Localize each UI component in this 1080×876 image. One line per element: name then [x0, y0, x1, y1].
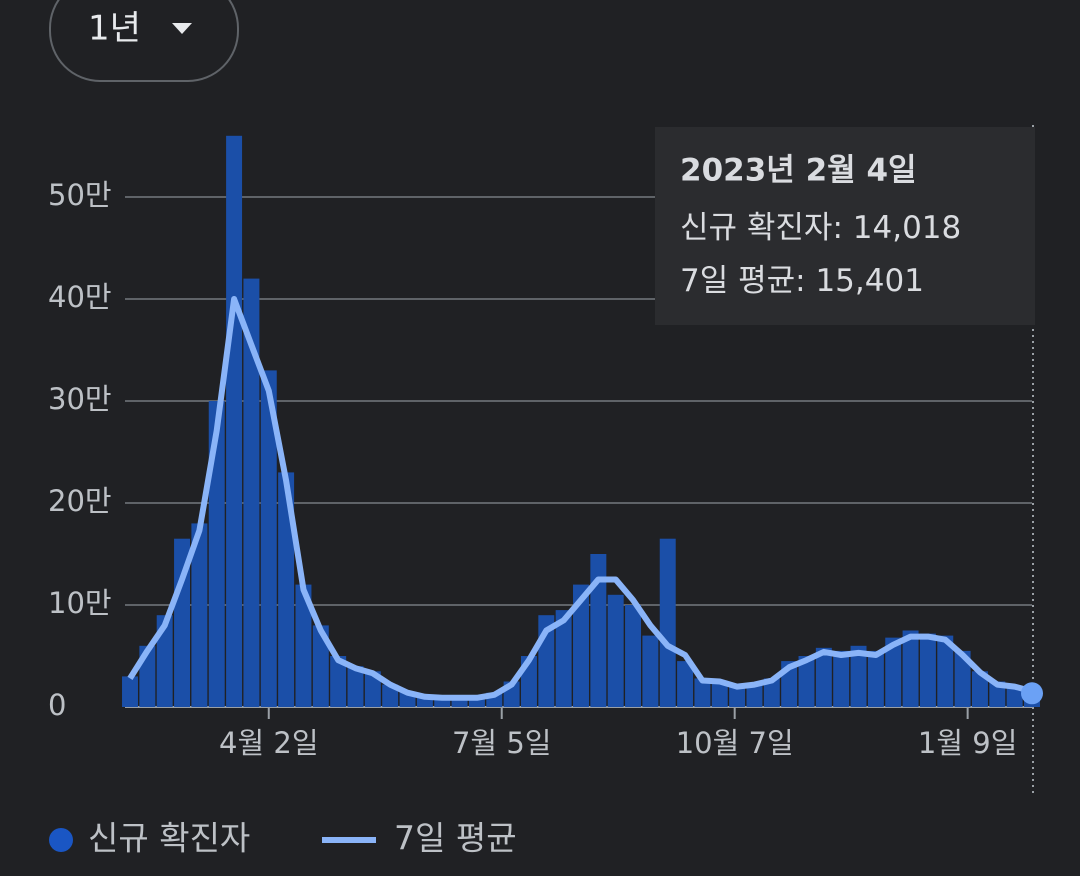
bar	[555, 610, 572, 707]
bar	[208, 401, 225, 707]
tooltip-row: 신규 확진자: 14,018	[680, 210, 961, 246]
bar	[174, 538, 191, 707]
tooltip-sep: :	[832, 210, 852, 246]
bar	[1006, 686, 1023, 707]
y-tick-label: 30만	[48, 382, 112, 416]
tooltip	[655, 127, 1035, 325]
dropdown-arrow[interactable]	[172, 23, 192, 34]
bar	[312, 625, 329, 707]
legend-label: 7일 평균	[394, 819, 517, 858]
bar	[729, 686, 746, 707]
hover-dot	[1021, 682, 1043, 705]
range-selector[interactable]	[49, 0, 239, 82]
bar	[468, 697, 485, 707]
bar	[573, 584, 589, 707]
bar	[937, 635, 954, 707]
y-tick-label: 20만	[48, 484, 112, 518]
bar	[226, 135, 243, 708]
bar	[902, 630, 919, 707]
bar	[347, 666, 364, 707]
bar	[625, 605, 642, 707]
bar	[416, 696, 433, 707]
bar	[364, 671, 381, 707]
x-tick-label: 7월 5일	[452, 726, 551, 760]
bar	[885, 637, 902, 707]
bar	[867, 650, 884, 707]
average-line	[127, 296, 1033, 701]
tooltip-name: 7일 평균	[680, 263, 795, 299]
tooltip-name: 신규 확진자	[680, 210, 832, 246]
tooltip-row: 7일 평균: 15,401	[680, 263, 924, 299]
bar	[156, 615, 173, 707]
bar	[850, 645, 867, 707]
tooltip-value: 15,401	[815, 263, 923, 299]
x-tick-label: 10월 7일	[676, 726, 794, 760]
y-tick-label: 50만	[48, 178, 112, 212]
tooltip-title: 2023년 2월 4일	[680, 153, 917, 189]
bar	[746, 684, 763, 707]
bar	[798, 656, 815, 707]
bar	[954, 650, 971, 707]
bar	[434, 698, 451, 707]
bar	[711, 682, 728, 707]
bar	[122, 676, 138, 707]
x-tick-label: 1월 9일	[918, 726, 1017, 760]
bar	[590, 554, 607, 707]
bar	[260, 370, 277, 707]
tooltip-sep: :	[795, 263, 815, 299]
bar	[694, 678, 711, 707]
bar	[278, 472, 295, 707]
bar	[607, 594, 624, 707]
legend-dot	[49, 828, 73, 852]
bar	[382, 684, 399, 707]
y-tick-label: 10만	[48, 586, 112, 620]
bar	[330, 656, 347, 707]
bar	[971, 671, 988, 707]
bar	[815, 647, 832, 707]
tooltip-value: 14,018	[853, 210, 961, 246]
range-label[interactable]: 1년	[88, 9, 141, 49]
y-tick-label: 0	[48, 688, 66, 722]
bar	[833, 650, 850, 707]
bar	[919, 633, 936, 707]
bar	[763, 678, 780, 707]
bar	[295, 584, 312, 707]
bar	[642, 635, 659, 707]
y-tick-label: 40만	[48, 280, 112, 314]
bar	[243, 278, 260, 707]
bar	[451, 697, 468, 707]
x-tick-label: 4월 2일	[219, 726, 318, 760]
bar	[191, 523, 208, 707]
legend-label: 신규 확진자	[88, 819, 250, 858]
bar	[659, 538, 676, 707]
bar	[677, 661, 694, 707]
